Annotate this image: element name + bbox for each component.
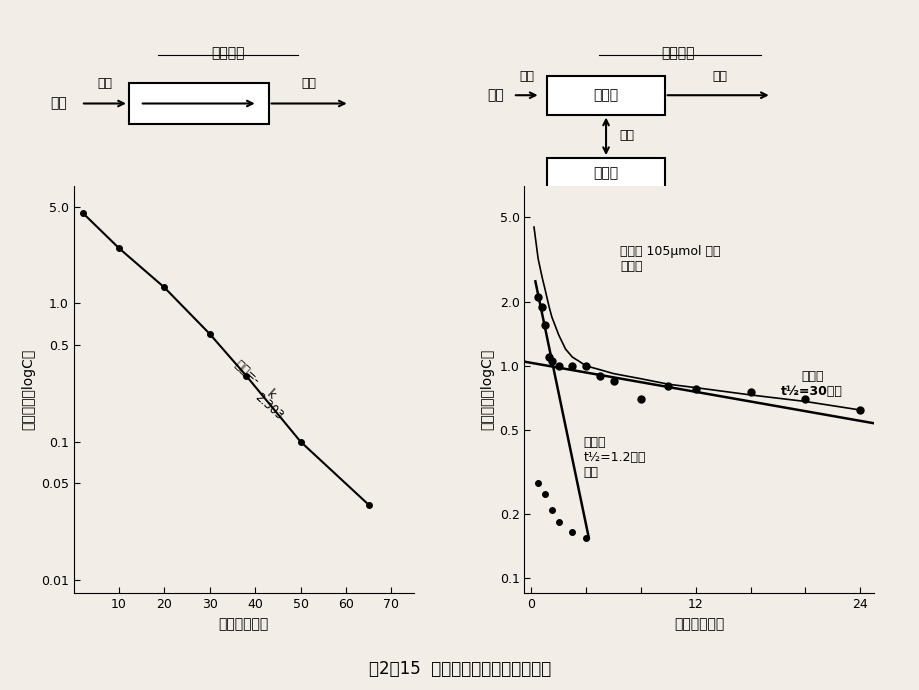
Bar [547, 76, 664, 115]
Text: 分布: 分布 [619, 129, 634, 142]
X-axis label: 时间（小时）: 时间（小时） [674, 617, 723, 631]
Text: 地西泮 105μmol 口服
实验值: 地西泮 105μmol 口服 实验值 [619, 244, 720, 273]
Y-axis label: 血药浓度（logC）: 血药浓度（logC） [21, 349, 35, 431]
Text: 2.303: 2.303 [252, 391, 285, 422]
Text: 斜率=-    k: 斜率=- k [232, 358, 278, 402]
Bar [129, 83, 268, 124]
Text: 二室模型: 二室模型 [661, 46, 695, 60]
Text: 消除: 消除 [301, 77, 316, 90]
Text: 消除: 消除 [711, 70, 727, 83]
Text: 一室模型: 一室模型 [211, 46, 244, 60]
Text: 图2－15  一室模型和二室模型示意图: 图2－15 一室模型和二室模型示意图 [369, 660, 550, 678]
Text: 吸收: 吸收 [97, 77, 112, 90]
Text: 吸收: 吸收 [518, 70, 534, 83]
Bar [547, 158, 664, 188]
Text: 药物: 药物 [487, 88, 504, 102]
Text: 分布相
t½=1.2小时
残数: 分布相 t½=1.2小时 残数 [583, 436, 645, 479]
Y-axis label: 血药浓度（logC）: 血药浓度（logC） [480, 349, 494, 431]
Text: 药物: 药物 [51, 97, 67, 110]
X-axis label: 时间（小时）: 时间（小时） [219, 617, 268, 631]
Text: 中央室: 中央室 [593, 88, 618, 102]
Text: 外周室: 外周室 [593, 166, 618, 180]
Text: 消除相
t½=30小时: 消除相 t½=30小时 [780, 371, 843, 398]
